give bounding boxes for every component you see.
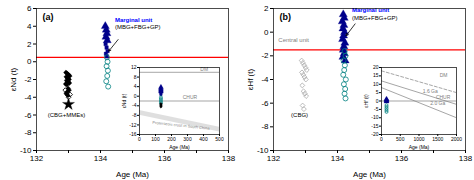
svg-text:Age (Ma): Age (Ma)	[116, 170, 149, 179]
svg-text:(CBG): (CBG)	[291, 112, 308, 118]
svg-text:1500: 1500	[432, 136, 443, 142]
svg-text:CHUR: CHUR	[183, 94, 198, 100]
svg-text:4: 4	[134, 83, 137, 89]
svg-text:12: 12	[131, 64, 137, 70]
svg-text:100: 100	[151, 136, 160, 142]
svg-text:Central unit: Central unit	[278, 37, 309, 43]
svg-text:-10: -10	[256, 146, 269, 156]
svg-text:200: 200	[167, 136, 176, 142]
svg-text:-8: -8	[132, 112, 137, 118]
svg-text:2.0 Ga: 2.0 Ga	[430, 100, 445, 106]
svg-text:0: 0	[376, 98, 379, 104]
svg-text:-15: -15	[371, 123, 378, 129]
svg-text:132: 132	[30, 154, 44, 163]
svg-text:Marginal unit: Marginal unit	[352, 7, 389, 13]
svg-text:500: 500	[215, 136, 224, 142]
svg-text:(b): (b)	[280, 12, 292, 22]
svg-text:-10: -10	[19, 146, 32, 156]
svg-text:134: 134	[94, 154, 108, 163]
svg-text:-5: -5	[374, 106, 379, 112]
svg-text:-2: -2	[261, 51, 269, 60]
svg-text:15: 15	[373, 72, 379, 78]
svg-text:(a): (a)	[43, 12, 54, 22]
svg-text:132: 132	[267, 154, 281, 163]
svg-text:εHf (t): εHf (t)	[363, 94, 369, 108]
svg-text:Age (Ma): Age (Ma)	[169, 144, 190, 150]
svg-text:DM: DM	[440, 72, 448, 78]
svg-text:-16: -16	[129, 131, 136, 137]
svg-text:5: 5	[376, 89, 379, 95]
svg-text:1000: 1000	[413, 136, 424, 142]
svg-text:0: 0	[264, 28, 269, 37]
svg-text:138: 138	[459, 154, 473, 163]
svg-text:0: 0	[134, 93, 137, 99]
svg-text:Proterozoic crust in South Chi: Proterozoic crust in South China	[152, 120, 210, 131]
svg-text:-6: -6	[24, 111, 32, 120]
svg-text:-6: -6	[261, 99, 269, 108]
svg-text:Marginal unit: Marginal unit	[115, 17, 152, 23]
svg-text:CHUR: CHUR	[436, 94, 451, 100]
svg-text:0: 0	[27, 57, 32, 66]
svg-text:-8: -8	[24, 128, 32, 137]
svg-text:400: 400	[199, 136, 208, 142]
svg-text:136: 136	[158, 154, 172, 163]
svg-text:-8: -8	[261, 122, 269, 131]
svg-text:Age (Ma): Age (Ma)	[353, 170, 386, 179]
svg-text:300: 300	[183, 136, 192, 142]
svg-text:500: 500	[396, 136, 405, 142]
svg-text:εNd (t): εNd (t)	[9, 67, 18, 91]
svg-text:-12: -12	[129, 122, 136, 128]
svg-text:1.6 Ga: 1.6 Ga	[423, 88, 438, 94]
svg-text:0: 0	[380, 136, 383, 142]
svg-text:(MBG+FBG+GP): (MBG+FBG+GP)	[352, 15, 398, 21]
svg-text:8: 8	[134, 74, 137, 80]
svg-text:(CBG+MMEs): (CBG+MMEs)	[48, 112, 86, 118]
svg-text:10: 10	[373, 81, 379, 87]
svg-text:2: 2	[264, 4, 269, 13]
svg-text:Age (Ma): Age (Ma)	[409, 144, 430, 150]
svg-text:4: 4	[27, 22, 32, 31]
svg-text:136: 136	[395, 154, 409, 163]
svg-text:2000: 2000	[451, 136, 462, 142]
svg-text:134: 134	[331, 154, 345, 163]
svg-text:(MBG+FBG+GP): (MBG+FBG+GP)	[115, 24, 161, 30]
svg-text:εNd (t): εNd (t)	[121, 93, 127, 108]
svg-text:-10: -10	[371, 114, 378, 120]
svg-text:εHf (t): εHf (t)	[246, 68, 255, 90]
svg-text:0: 0	[138, 136, 141, 142]
svg-text:DM: DM	[200, 66, 208, 72]
svg-text:-20: -20	[371, 131, 378, 137]
svg-text:-4: -4	[24, 93, 32, 102]
svg-text:-4: -4	[132, 102, 137, 108]
svg-text:-2: -2	[24, 75, 32, 84]
svg-text:2: 2	[27, 40, 32, 49]
svg-text:138: 138	[222, 154, 236, 163]
svg-text:-4: -4	[261, 75, 269, 84]
svg-text:20: 20	[373, 64, 379, 70]
svg-text:6: 6	[27, 4, 32, 13]
